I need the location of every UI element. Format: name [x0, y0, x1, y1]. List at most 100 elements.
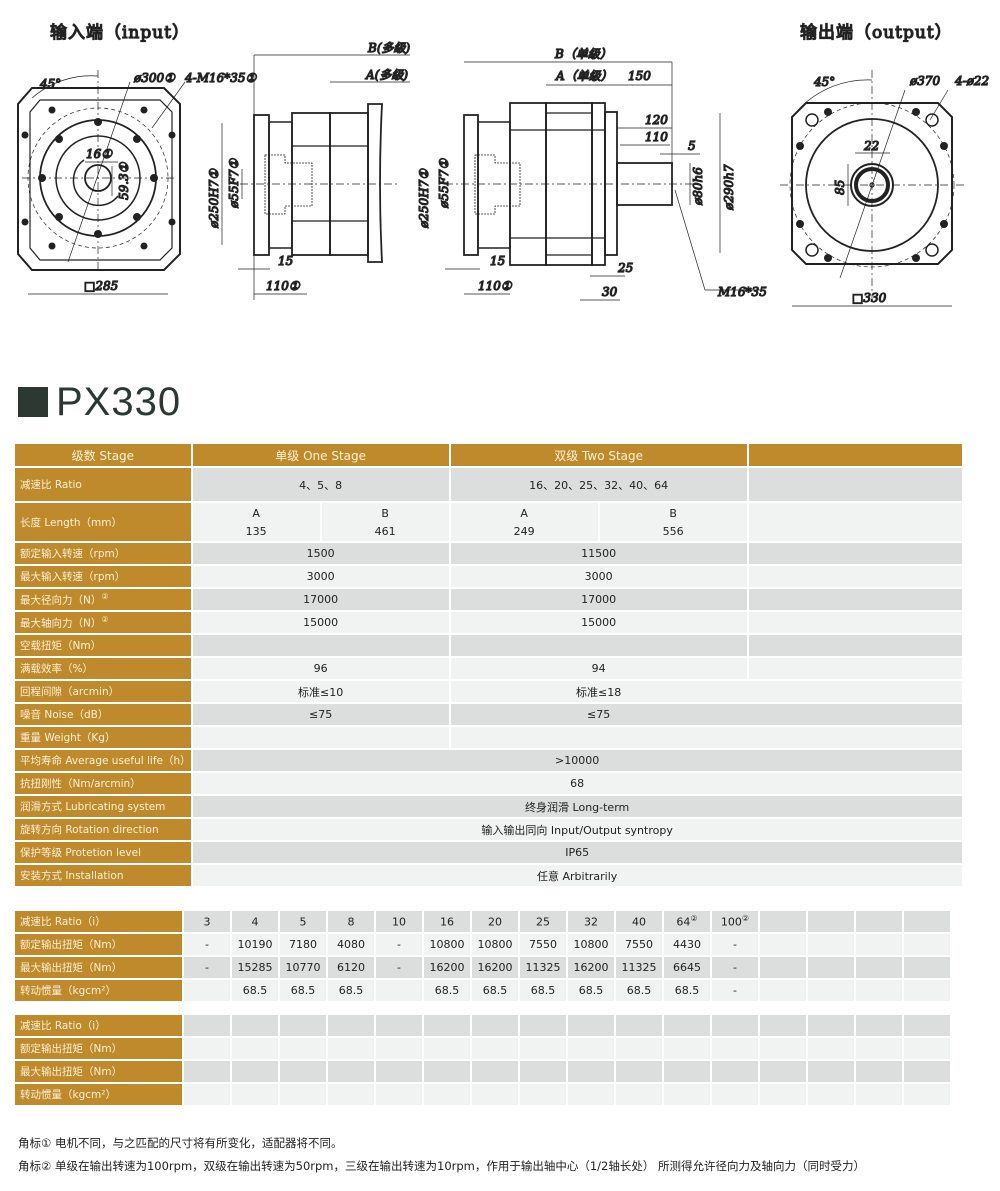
table-row: 回程间隙（arcmin） 标准≤10 标准≤18: [15, 681, 962, 702]
cell: [520, 1084, 566, 1105]
input-angle-label: 45°: [39, 77, 61, 91]
cell: [712, 1084, 758, 1105]
cell: 8: [328, 911, 374, 932]
input-title: 输入端（input）: [50, 23, 190, 43]
cell: [424, 1015, 470, 1036]
output-holes-label: 4-ø22: [954, 74, 989, 88]
cell: [520, 1038, 566, 1059]
cell: [760, 1015, 806, 1036]
cell: [856, 1038, 902, 1059]
cell: 10800: [472, 934, 518, 955]
cell: [568, 1061, 614, 1082]
model-name: PX330: [56, 380, 182, 424]
cell: 15000: [192, 612, 449, 633]
cell: [856, 1015, 902, 1036]
cell: [184, 980, 230, 1001]
cell: [856, 1084, 902, 1105]
row-label: 满载效率（%）: [15, 658, 191, 679]
cell: [760, 911, 806, 932]
cell: 3: [184, 911, 230, 932]
row-label: 长度 Length（mm）: [15, 503, 191, 541]
length-two-b-head: B: [669, 506, 677, 520]
row-label: 润滑方式 Lubricating system: [15, 796, 191, 817]
cell: 3000: [450, 566, 747, 587]
cell: [376, 1084, 422, 1105]
output-angle-label: 45°: [813, 75, 835, 89]
torque-table: 减速比 Ratio（i） 3 4 5 8 10 16 20 25 32 40 64② 100② 额定输出扭…: [13, 909, 952, 1003]
cell: [748, 635, 962, 656]
cell: 10800: [424, 934, 470, 955]
table-row: 最大输入转速（rpm） 3000 3000: [15, 566, 962, 587]
cell: [328, 1038, 374, 1059]
row-label: 最大径向力（N）②: [15, 589, 191, 610]
cell: 11325: [616, 957, 662, 978]
cell: -: [376, 934, 422, 955]
cell: 32: [568, 911, 614, 932]
cell: [904, 980, 950, 1001]
cell: 100②: [712, 911, 758, 932]
multi-bore-label: ø55F7①: [227, 158, 241, 209]
cell: [760, 1038, 806, 1059]
cell: [808, 934, 854, 955]
cell: [904, 1015, 950, 1036]
cell: 25: [520, 911, 566, 932]
cell: [472, 1015, 518, 1036]
cell: 4: [232, 911, 278, 932]
input-key-label: 16①: [86, 147, 113, 161]
row-label: 减速比 Ratio（i）: [15, 1015, 182, 1036]
cell: [856, 934, 902, 955]
cell: 5: [280, 911, 326, 932]
cell: 3000: [192, 566, 449, 587]
row-label: 安装方式 Installation: [15, 865, 191, 886]
table-row: 最大径向力（N）② 17000 17000: [15, 589, 962, 610]
cell: [450, 635, 747, 656]
header-one-stage: 单级 One Stage: [192, 444, 449, 466]
table-row: 减速比 Ratio 4、5、8 16、20、25、32、40、64: [15, 468, 962, 501]
table-row: 减速比 Ratio（i）: [15, 1015, 950, 1036]
header-empty: [748, 444, 962, 466]
multi-B-label: B(多级): [367, 41, 411, 55]
multi-15-label: 15: [278, 254, 293, 268]
cell: 15285: [232, 957, 278, 978]
cell: 16200: [424, 957, 470, 978]
row-label: 噪音 Noise（dB）: [15, 704, 191, 725]
single-pilot-label: ø250H7①: [417, 168, 431, 229]
cell: 68.5: [280, 980, 326, 1001]
cell: 6645: [664, 957, 710, 978]
cell: 7180: [280, 934, 326, 955]
table-row: 额定输出扭矩（Nm）: [15, 1038, 950, 1059]
cell: -: [712, 957, 758, 978]
cell: [616, 1084, 662, 1105]
cell: [748, 612, 962, 633]
cell: 68.5: [472, 980, 518, 1001]
cell: [192, 727, 449, 748]
row-label: 保护等级 Protetion level: [15, 842, 191, 863]
cell: -: [184, 934, 230, 955]
cell: 20: [472, 911, 518, 932]
cell: -: [712, 934, 758, 955]
cell: [856, 1061, 902, 1082]
cell: [568, 1015, 614, 1036]
table-row: 转动惯量（kgcm²）: [15, 1084, 950, 1105]
cell: 68.5: [568, 980, 614, 1001]
row-label: 抗扭刚性（Nm/arcmin）: [15, 773, 191, 794]
table-row: 满载效率（%） 96 94: [15, 658, 962, 679]
cell: [376, 1015, 422, 1036]
cell: [808, 911, 854, 932]
cell: [748, 468, 962, 501]
cell: 终身润滑 Long-term: [192, 796, 962, 817]
footnote-2: 角标② 单级在输出转速为100rpm，双级在输出转速为50rpm，三级在输出转速…: [18, 1159, 866, 1173]
header-two-stage: 双级 Two Stage: [450, 444, 747, 466]
single-5-label: 5: [688, 139, 696, 153]
header-stage: 级数 Stage: [15, 444, 191, 466]
cell: [808, 957, 854, 978]
table-row: 旋转方向 Rotation direction 输入输出同向 Input/Outp…: [15, 819, 962, 840]
table-row: 最大轴向力（N）② 15000 15000: [15, 612, 962, 633]
length-one-a: 135: [245, 524, 267, 538]
cell: [616, 1061, 662, 1082]
cell: 96: [192, 658, 449, 679]
multi-pilot-label: ø250H7①: [207, 168, 221, 229]
cell: [760, 1084, 806, 1105]
cell: 64②: [664, 911, 710, 932]
cell: [472, 1038, 518, 1059]
